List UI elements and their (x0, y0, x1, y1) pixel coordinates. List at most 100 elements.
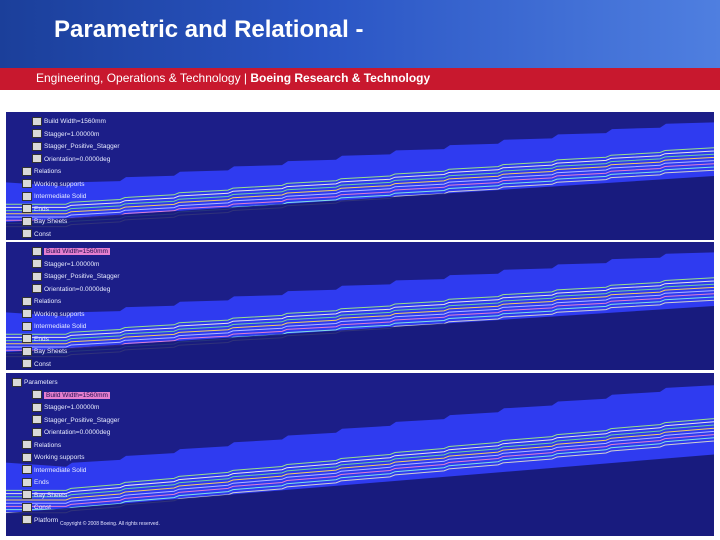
parameter-icon (22, 216, 32, 226)
tree-node[interactable]: Working supports (22, 452, 84, 463)
parameter-icon (22, 179, 32, 189)
tree-node[interactable]: Relations (22, 166, 61, 177)
tree-node[interactable]: Ends (22, 334, 49, 345)
structure-line (6, 283, 714, 342)
tree-node[interactable]: Intermediate Solid (22, 465, 86, 476)
tree-node[interactable]: Stagger_Positive_Stagger (32, 415, 120, 426)
ground-region (6, 454, 714, 536)
tree-node-label: Relations (34, 298, 62, 305)
parameter-icon (32, 427, 42, 437)
parameter-icon (22, 191, 32, 201)
tree-node-label: Stagger_Positive_Stagger (44, 416, 120, 424)
tree-node[interactable]: Ends (22, 477, 49, 488)
subtitle-org: Engineering, Operations & Technology | (36, 71, 251, 85)
spec-tree[interactable]: Build Width=1560mm Stagger=1.00000m Stagge… (6, 242, 120, 370)
parameter-icon (32, 271, 42, 281)
parameter-icon (32, 402, 42, 412)
parameter-icon (12, 377, 22, 387)
structure-line (6, 277, 714, 335)
parameter-icon (22, 515, 32, 525)
parameter-icon (22, 321, 32, 331)
tree-node-label: Intermediate Solid (34, 193, 87, 200)
tree-node-label: Working supports (34, 310, 85, 318)
parameter-icon (22, 166, 32, 176)
tree-node[interactable]: Relations (22, 440, 61, 451)
tree-node[interactable]: Stagger=1.00000m (32, 402, 99, 413)
tree-node[interactable]: Build Width=1560mm (32, 116, 106, 127)
parameter-icon (32, 415, 42, 425)
spacer (0, 90, 720, 112)
parameter-icon (22, 229, 32, 239)
tree-node[interactable]: Stagger_Positive_Stagger (32, 141, 120, 152)
cad-viewport-2[interactable]: Build Width=1560mm Stagger=1.00000m Stagge… (6, 242, 714, 370)
tree-node-label: Ends (34, 205, 49, 213)
copyright-notice: Copyright © 2008 Boeing. All rights rese… (60, 521, 160, 527)
parameter-icon (22, 309, 32, 319)
tree-node[interactable]: Intermediate Solid (22, 191, 86, 202)
tree-node[interactable]: Orientation=0.0000deg (32, 284, 110, 295)
tree-node[interactable]: Bay Sheets (22, 490, 67, 501)
tree-node[interactable]: Build Width=1560mm (32, 390, 110, 401)
parameter-icon (32, 154, 42, 164)
structure-line (6, 434, 714, 507)
tree-node-label: Stagger_Positive_Stagger (44, 273, 120, 280)
tree-node-label: Build Width=1560mm (44, 248, 110, 255)
tree-node[interactable]: Platform (22, 515, 58, 526)
structure-line (6, 427, 714, 501)
tree-node[interactable]: Build Width=1560mm (32, 246, 110, 257)
surface-render (6, 376, 714, 536)
structure-line (6, 147, 714, 205)
tree-node[interactable]: Ends (22, 204, 49, 215)
structure-line (6, 163, 714, 221)
tree-node-label: Bay Sheets (34, 218, 68, 225)
slide-title: Parametric and Relational - (54, 16, 364, 43)
parameter-icon (22, 359, 32, 369)
tree-node[interactable]: Stagger=1.00000m (32, 129, 99, 140)
cad-viewport-1[interactable]: Build Width=1560mm Stagger=1.00000m Stagge… (6, 112, 714, 240)
tree-node[interactable]: Relations (22, 296, 61, 307)
tree-node[interactable]: Const (22, 359, 51, 370)
structure-line (6, 424, 714, 498)
tree-node-label: Bay Sheets (34, 348, 68, 355)
parameter-icon (32, 116, 42, 126)
tree-node-label: Stagger_Positive_Stagger (44, 143, 120, 150)
tree-node[interactable]: Orientation=0.0000deg (32, 154, 110, 165)
tree-node[interactable]: Bay Sheets (22, 346, 67, 357)
tree-node-label: Const (34, 230, 51, 238)
tree-node-label: Stagger=1.00000m (44, 404, 100, 411)
slide-header: Parametric and Relational - (0, 0, 720, 68)
structure-line (6, 437, 714, 511)
tree-node[interactable]: Stagger=1.00000m (32, 259, 99, 270)
tree-node[interactable]: Working supports (22, 309, 84, 320)
tree-node[interactable]: Const (22, 229, 51, 240)
tree-node[interactable]: Const (22, 502, 51, 513)
tree-node[interactable]: Working supports (22, 179, 84, 190)
tree-node[interactable]: Intermediate Solid (22, 321, 86, 332)
parameter-icon (22, 296, 32, 306)
parameter-icon (32, 129, 42, 139)
parameter-icon (32, 284, 42, 294)
structure-line (6, 156, 714, 215)
spec-tree[interactable]: Build Width=1560mm Stagger=1.00000m Stagge… (6, 112, 120, 240)
ground-region (6, 306, 714, 370)
tree-node-label: Stagger=1.00000m (44, 260, 100, 268)
parameter-icon (32, 141, 42, 151)
structure-line (6, 421, 714, 495)
tree-node-label: Bay Sheets (34, 491, 68, 499)
tree-node-label: Stagger=1.00000m (44, 130, 100, 138)
tree-node-label: Build Width=1560mm (44, 118, 106, 125)
structure-line (6, 293, 714, 351)
tree-node-label: Intermediate Solid (34, 323, 87, 330)
spec-tree[interactable]: Parameters Build Width=1560mm Stagger=1.00… (6, 373, 120, 536)
structure-line (6, 430, 714, 504)
tree-node[interactable]: Orientation=0.0000deg (32, 427, 110, 438)
subtitle-text: Engineering, Operations & Technology | B… (36, 71, 430, 85)
parameter-icon (32, 259, 42, 269)
tree-node[interactable]: Bay Sheets (22, 216, 67, 227)
parameter-icon (22, 465, 32, 475)
tree-node-label: Intermediate Solid (34, 466, 87, 474)
tree-node[interactable]: Stagger_Positive_Stagger (32, 271, 120, 282)
ground-region (6, 176, 714, 240)
tree-node[interactable]: Parameters (12, 377, 58, 388)
cad-viewport-3[interactable]: Parameters Build Width=1560mm Stagger=1.00… (6, 373, 714, 536)
